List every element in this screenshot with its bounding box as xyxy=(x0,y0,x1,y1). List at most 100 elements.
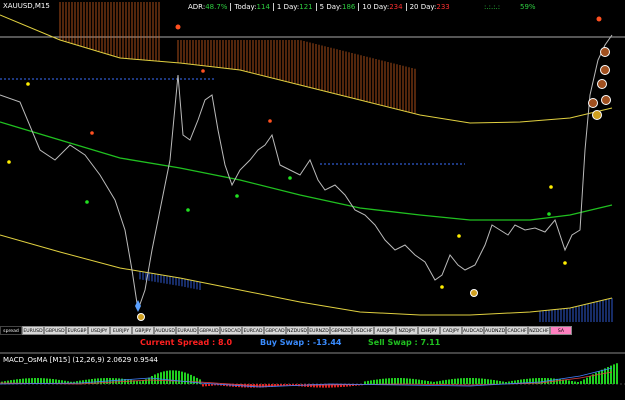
dot xyxy=(85,200,89,204)
value: 7.11 xyxy=(420,338,441,347)
tab[interactable]: EURNZD xyxy=(308,326,330,335)
marker xyxy=(600,65,610,75)
dot xyxy=(288,176,292,180)
dot xyxy=(90,131,94,135)
tab[interactable]: AUDJPY xyxy=(374,326,396,335)
stat-label: 10 Day: xyxy=(362,3,390,11)
signal-dots xyxy=(7,16,602,289)
name: MACD_OsMA [M15] (12,26,9) xyxy=(3,356,105,364)
tab[interactable]: EURGBP xyxy=(66,326,88,335)
stat-label: 20 Day: xyxy=(409,3,437,11)
moving-average xyxy=(0,121,613,221)
stat-value: 114 xyxy=(256,3,270,11)
stats-bar: ADR:48.7% Today:114 1 Day:121 5 Day:186 10 D… xyxy=(185,3,453,11)
tab[interactable]: USDJPY xyxy=(88,326,110,335)
tab[interactable]: NZDJPY xyxy=(396,326,418,335)
marker xyxy=(601,95,611,105)
macd-up xyxy=(1,363,618,384)
tab[interactable]: EURJPY xyxy=(110,326,132,335)
label: Sell Swap : xyxy=(368,338,418,347)
stat-label: ADR: xyxy=(188,3,206,11)
stat: Today:114 xyxy=(230,3,272,11)
tab[interactable]: GBPJPY xyxy=(132,326,154,335)
stat: 5 Day:186 xyxy=(315,3,359,11)
dot xyxy=(440,285,444,289)
tab[interactable]: AUDCAD xyxy=(462,326,484,335)
tab[interactable]: EURUSD xyxy=(22,326,44,335)
dot xyxy=(563,261,567,265)
percent: 59% xyxy=(520,3,536,11)
stat-value: 233 xyxy=(436,3,450,11)
marker xyxy=(137,313,145,321)
tab[interactable]: USDCAD xyxy=(220,326,242,335)
dot xyxy=(457,234,461,238)
stat: 10 Day:234 xyxy=(358,3,405,11)
support-bars xyxy=(139,271,613,322)
tab[interactable]: GBPCAD xyxy=(264,326,286,335)
tab[interactable]: spread xyxy=(0,326,22,335)
tab[interactable]: CADCHF xyxy=(506,326,528,335)
tab[interactable]: CHFJPY xyxy=(418,326,440,335)
tab[interactable]: EURCAD xyxy=(242,326,264,335)
upper-band xyxy=(0,14,613,124)
tab[interactable]: GBPUSD xyxy=(44,326,66,335)
dot xyxy=(26,82,30,86)
macd-line xyxy=(0,367,613,388)
dot xyxy=(547,212,551,216)
stat-value: 48.7% xyxy=(205,3,228,11)
dot xyxy=(235,194,239,198)
dot xyxy=(201,69,205,73)
lower-band xyxy=(0,234,613,316)
price-line xyxy=(0,34,613,311)
indicator-label: MACD_OsMA [M15] (12,26,9) 2.0629 0.9544 xyxy=(3,356,158,364)
dot xyxy=(549,185,553,189)
arrow xyxy=(135,300,141,312)
symbol-tabs: spread EURUSD GBPUSD EURGBP USDJPY EURJPY GBPJ… xyxy=(0,326,625,336)
macd-signal xyxy=(0,371,613,387)
marker xyxy=(597,79,607,89)
tab[interactable]: GBPNZD xyxy=(330,326,352,335)
tab[interactable]: GBPAUD xyxy=(198,326,220,335)
value: 0.9544 xyxy=(133,356,158,364)
resistance-bars xyxy=(59,2,416,114)
dot xyxy=(268,119,272,123)
stat-value: 186 xyxy=(342,3,356,11)
stat-label: 5 Day: xyxy=(319,3,342,11)
tab[interactable]: EURAUD xyxy=(176,326,198,335)
value: 8.0 xyxy=(217,338,233,347)
tab[interactable]: NZDUSD xyxy=(286,326,308,335)
marker xyxy=(600,47,610,57)
stat-value: 234 xyxy=(389,3,403,11)
tab[interactable]: AUDUSD xyxy=(154,326,176,335)
stat-label: Today: xyxy=(234,3,257,11)
tab[interactable]: CADJPY xyxy=(440,326,462,335)
dot xyxy=(175,24,181,30)
value: 2.0629 xyxy=(106,356,132,364)
trade-markers xyxy=(137,47,611,321)
label: Current Spread : xyxy=(140,338,216,347)
tab[interactable]: NZDCHF xyxy=(528,326,550,335)
stat: ADR:48.7% xyxy=(185,3,230,11)
spread-info: Current Spread : 8.0 xyxy=(140,338,232,347)
tab[interactable]: SA xyxy=(550,326,572,335)
tab[interactable]: USDCHF xyxy=(352,326,374,335)
sell-swap-info: Sell Swap : 7.11 xyxy=(368,338,440,347)
stat: 20 Day:233 xyxy=(405,3,453,11)
buy-swap-info: Buy Swap : -13.44 xyxy=(260,338,341,347)
marker xyxy=(592,110,602,120)
stat: 1 Day:121 xyxy=(272,3,316,11)
symbol: XAUUSD,M15 xyxy=(3,2,50,10)
signal: :.:.:.: xyxy=(484,3,501,11)
dot xyxy=(7,160,11,164)
value: -13.44 xyxy=(312,338,342,347)
band-histogram xyxy=(59,2,613,322)
dot xyxy=(596,16,602,22)
stat-label: 1 Day: xyxy=(276,3,300,11)
tab[interactable]: AUDNZD xyxy=(484,326,506,335)
marker xyxy=(588,98,598,108)
dot xyxy=(186,208,190,212)
stat-value: 121 xyxy=(299,3,313,11)
marker xyxy=(470,289,478,297)
